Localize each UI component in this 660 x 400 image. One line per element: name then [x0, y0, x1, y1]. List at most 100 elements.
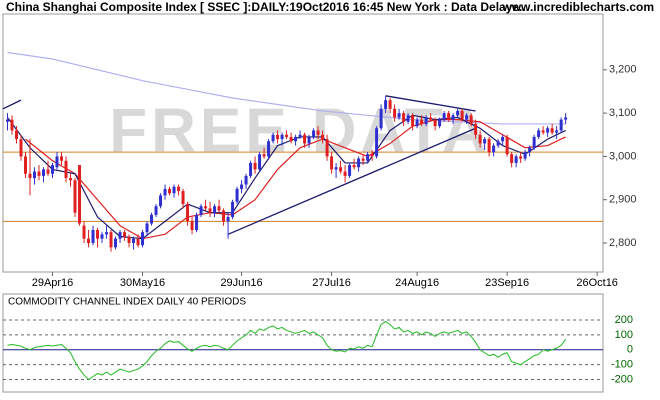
- candle-body: [64, 160, 68, 179]
- candle-body: [82, 225, 86, 239]
- candle-body: [195, 214, 199, 231]
- candle-body: [73, 180, 77, 213]
- candle-body: [127, 236, 131, 243]
- candle-body: [6, 119, 10, 122]
- candle-body: [388, 100, 392, 109]
- candle-body: [253, 162, 257, 170]
- y-tick-label: 3,100: [609, 107, 637, 119]
- candle-body: [10, 119, 14, 131]
- y-tick-label: 3,000: [609, 150, 637, 162]
- y-tick-label: -100: [611, 359, 633, 371]
- candle-body: [555, 130, 559, 133]
- candle-body: [474, 123, 478, 135]
- candle-body: [60, 156, 64, 161]
- candle-body: [163, 188, 167, 196]
- candle-body: [19, 139, 23, 157]
- candle-body: [366, 154, 370, 161]
- candle-body: [172, 186, 176, 194]
- candle-body: [289, 136, 293, 142]
- candle-body: [411, 115, 415, 127]
- candle-body: [159, 195, 163, 207]
- candle-body: [28, 173, 32, 179]
- candle-body: [235, 188, 239, 202]
- candle-body: [532, 136, 536, 148]
- candle-body: [384, 100, 388, 109]
- candle-body: [204, 206, 208, 209]
- candle-body: [249, 162, 253, 176]
- candle-body: [429, 117, 433, 120]
- candle-body: [492, 145, 496, 153]
- candle-body: [91, 230, 95, 243]
- y-tick-label: 3,200: [609, 64, 637, 76]
- candle-body: [136, 238, 140, 246]
- cci-line: [7, 320, 567, 381]
- candle-body: [271, 134, 275, 142]
- candle-body: [528, 147, 532, 153]
- candle-body: [559, 119, 563, 131]
- candle-body: [397, 113, 401, 118]
- candle-body: [307, 136, 311, 144]
- candle-body: [469, 115, 473, 124]
- y-tick-label: 0: [627, 344, 633, 356]
- moving-average: [7, 51, 566, 125]
- y-tick-label: 2,900: [609, 194, 637, 206]
- candle-body: [370, 154, 374, 157]
- candle-body: [510, 154, 514, 163]
- candle-body: [357, 158, 361, 168]
- x-tick-label: 29Apr16: [32, 277, 74, 289]
- candle-body: [177, 186, 181, 192]
- candle-body: [406, 115, 410, 122]
- x-tick-label: 30May16: [120, 277, 165, 289]
- candle-body: [15, 130, 19, 140]
- candle-body: [433, 119, 437, 127]
- candle-body: [240, 184, 244, 189]
- candle-body: [55, 156, 59, 168]
- candle-body: [258, 154, 262, 170]
- candle-body: [514, 156, 518, 163]
- candle-body: [483, 139, 487, 144]
- candle-body: [46, 169, 50, 174]
- candle-body: [69, 178, 73, 181]
- candle-body: [321, 134, 325, 140]
- candle-body: [361, 158, 365, 161]
- x-tick-label: 29Jun16: [220, 277, 262, 289]
- candle-body: [199, 206, 203, 215]
- candle-body: [208, 208, 212, 213]
- x-tick-label: 27Jul16: [312, 277, 351, 289]
- candle-body: [51, 165, 55, 174]
- candle-body: [96, 230, 100, 239]
- candle-body: [276, 134, 280, 140]
- trend-line: [385, 95, 476, 112]
- candle-body: [451, 115, 455, 120]
- candle-body: [550, 128, 554, 133]
- candle-body: [150, 214, 154, 224]
- candle-body: [303, 134, 307, 144]
- candle-body: [496, 141, 500, 146]
- candle-body: [438, 119, 442, 127]
- candle-body: [168, 188, 172, 194]
- candle-body: [564, 117, 568, 120]
- candle-body: [105, 232, 109, 235]
- candle-body: [118, 232, 122, 239]
- candle-body: [379, 108, 383, 129]
- y-tick-label: 2,800: [609, 237, 637, 249]
- candle-body: [442, 113, 446, 120]
- candle-body: [537, 130, 541, 137]
- candle-body: [100, 234, 104, 239]
- candle-body: [33, 171, 37, 179]
- trend-line: [2, 99, 22, 110]
- candle-body: [186, 204, 190, 222]
- candle-body: [217, 206, 221, 211]
- candle-body: [285, 134, 289, 137]
- candle-body: [343, 171, 347, 176]
- candle-body: [402, 113, 406, 122]
- cci-title: COMMODITY CHANNEL INDEX DAILY 40 PERIODS: [8, 297, 246, 308]
- candle-body: [523, 152, 527, 159]
- candle-body: [181, 191, 185, 205]
- candle-body: [298, 134, 302, 137]
- x-tick-label: 24Aug16: [395, 277, 439, 289]
- candle-body: [24, 156, 28, 174]
- candle-body: [465, 115, 469, 120]
- candle-body: [244, 175, 248, 185]
